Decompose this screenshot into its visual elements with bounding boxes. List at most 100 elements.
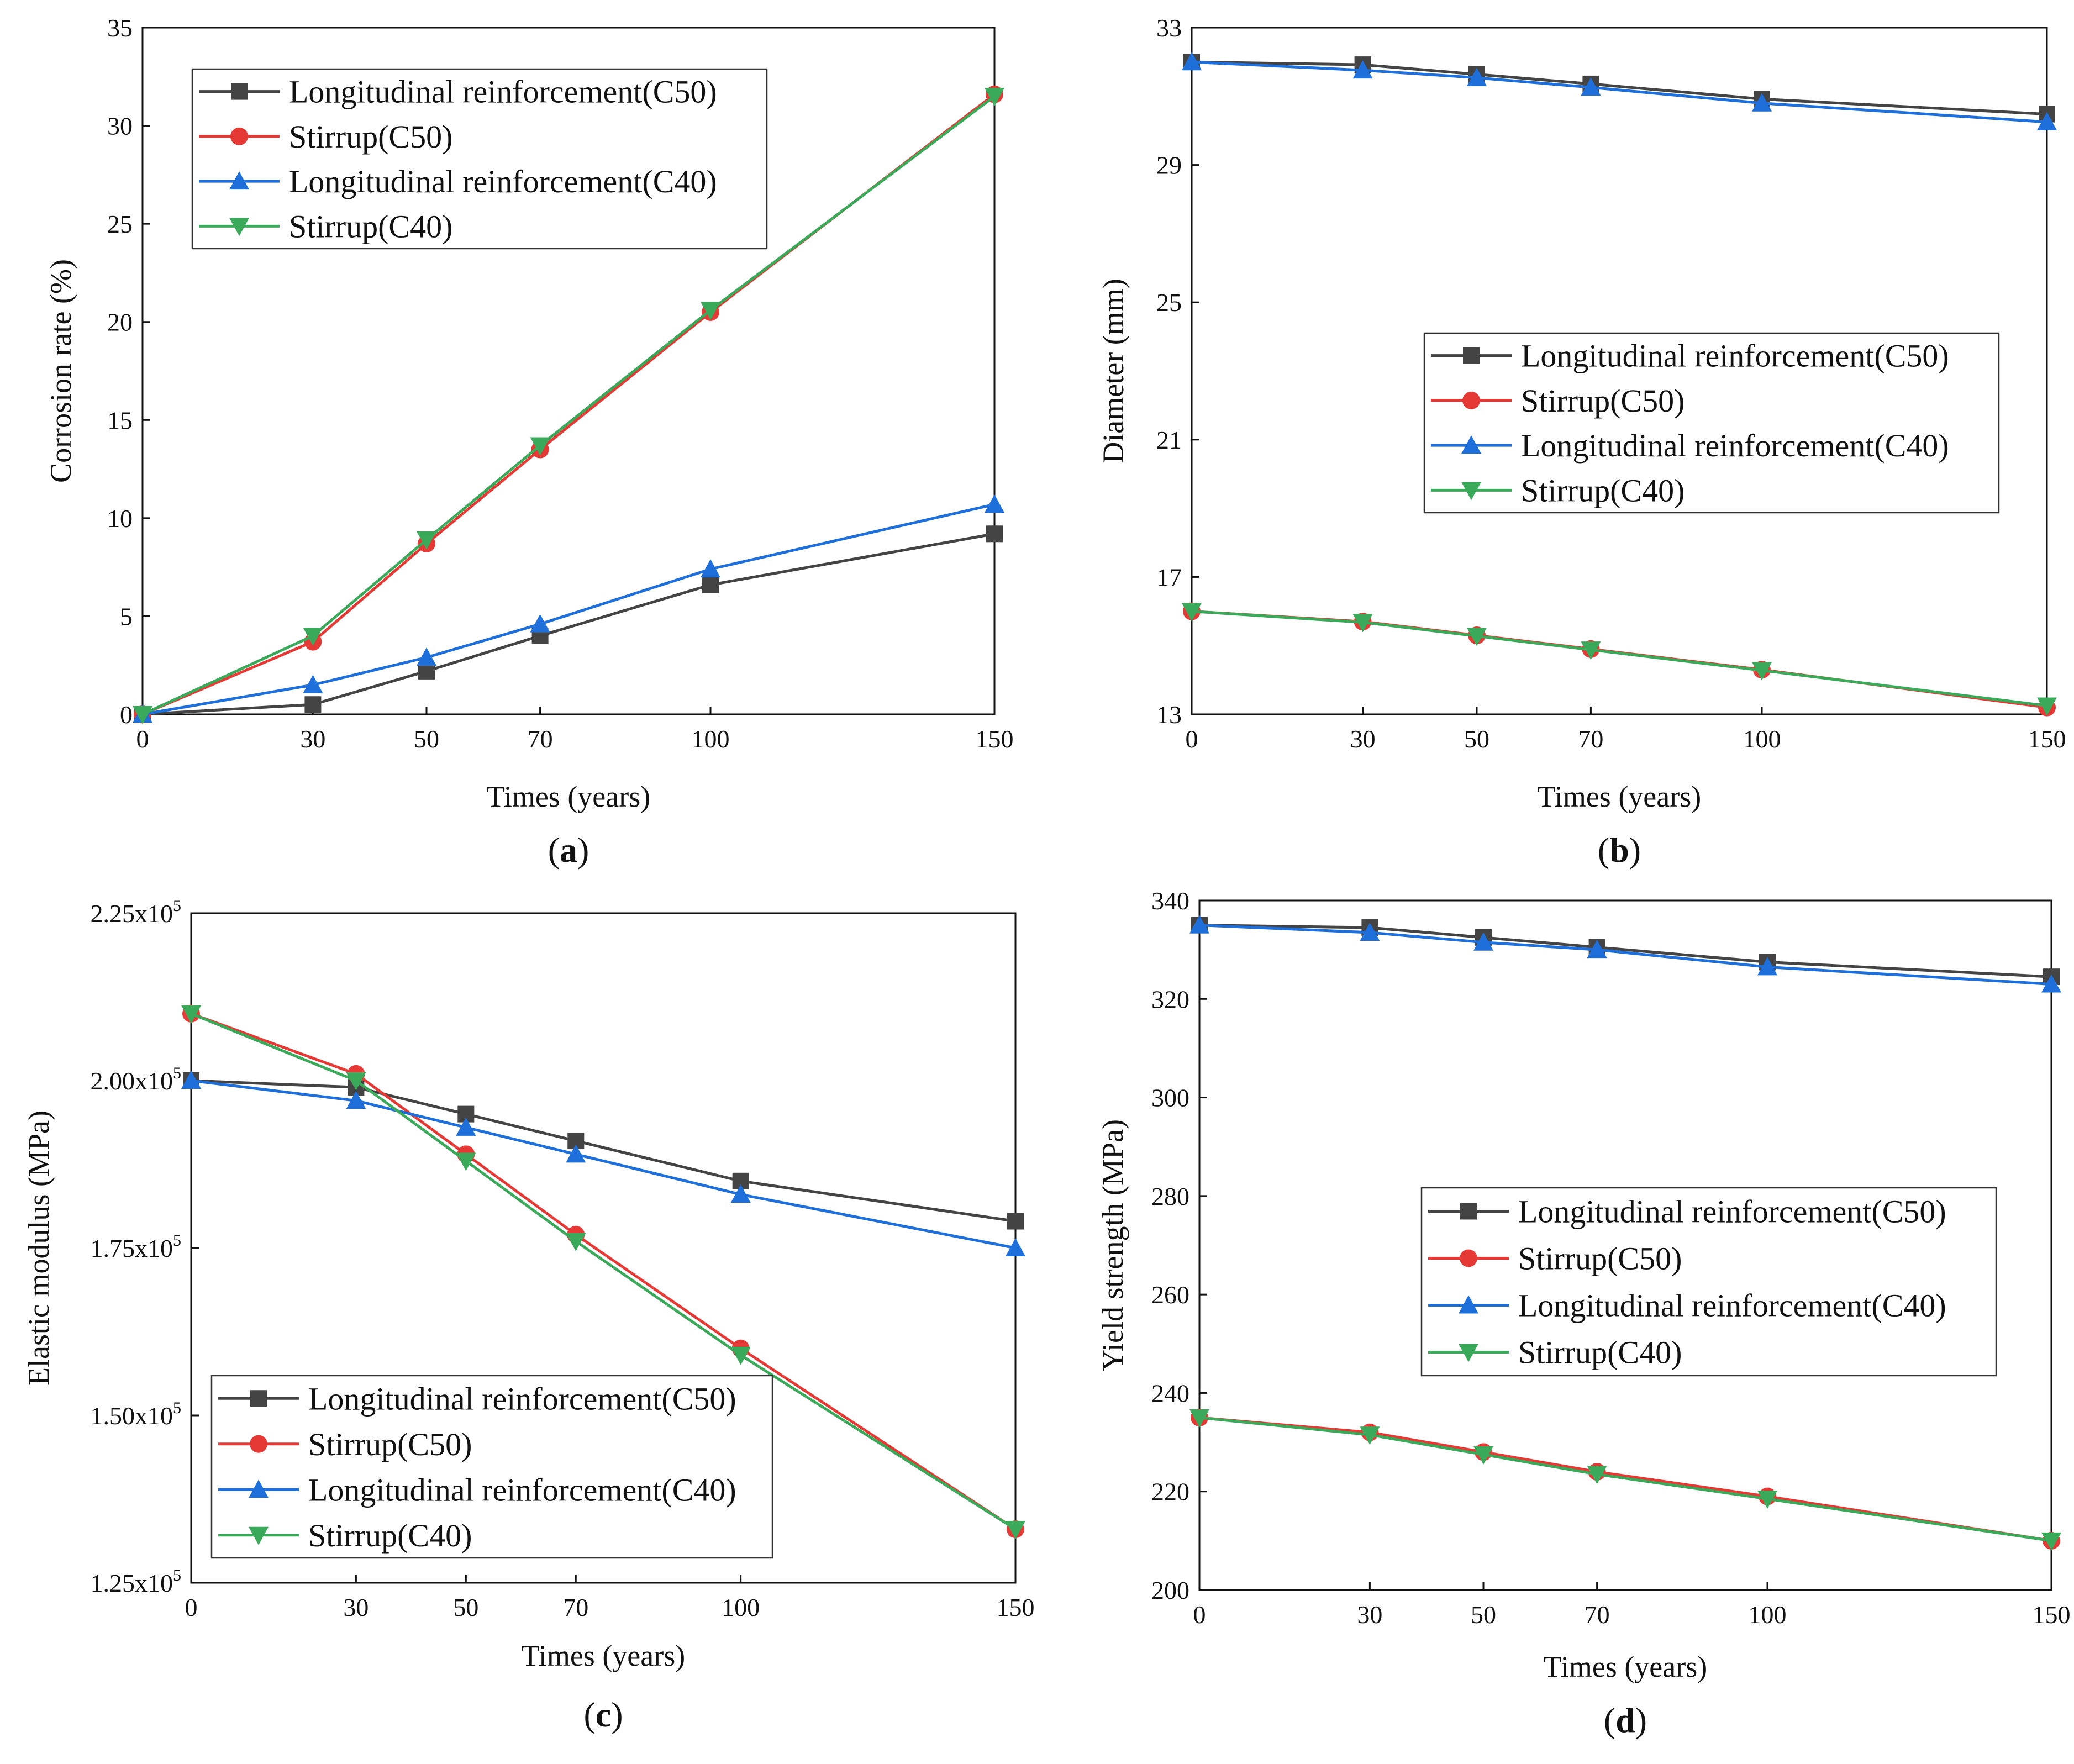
panel-a-x-tick-label: 50 [414,725,439,753]
panel-d-legend-box [1420,1187,1997,1377]
panel-c-series-3-point [730,1184,751,1203]
panel-c-x-tick-label: 70 [563,1593,588,1621]
panel-d-x-tick-label: 50 [1471,1600,1496,1629]
panel-b-series-3-line [1191,60,2047,124]
panel-c-series-3-point [181,1071,201,1089]
panel-c-legend-swatch-marker [249,1526,269,1545]
panel-d-series-1-line [1199,924,2052,978]
panel-c-series-3-line [191,1079,1016,1250]
panel-d-x-tick-label: 150 [2033,1600,2071,1629]
panel-c-series-4-point [566,1233,586,1251]
panel-c-x-axis-label: Times (years) [522,1639,685,1672]
panel-c-series-4-point [181,1005,201,1024]
panel-d-legend-swatch-marker [1460,1203,1477,1220]
panel-b: 0 30 50 70 100 150 13 17 21 25 29 33 Times (years) Di… [1097,14,2066,870]
panel-c-series-4-point [346,1072,366,1091]
panel-a-series-4-line [141,95,996,716]
panel-a-series-3-point [417,647,436,666]
panel-d-series-3-point [1189,915,1209,934]
panel-a-series-1-point [702,576,719,593]
panel-a-x-axis-label: Times (years) [487,780,650,813]
panel-b-series-3-point [1352,60,1373,79]
panel-b-series-3-point [2037,112,2057,130]
panel-c-x-tick-label: 50 [453,1593,478,1621]
panel-a-series-4-point [530,437,550,456]
panel-d-y-tick-label: 300 [1151,1084,1189,1112]
panel-a-legend-label: Stirrup(C50) [289,119,452,155]
panel-a-label: (a) [548,830,589,870]
panel-b-y-tick-label: 13 [1156,701,1182,729]
panel-a-series-4-point [133,706,152,724]
panel-c-series-4-line [191,1012,1017,1531]
panel-b-series-4-point [1752,662,1772,681]
panel-c-legend-swatch-marker [249,1479,269,1498]
panel-a: 0 30 50 70 100 150 0 5 10 15 20 25 30 35 Times (years)… [44,14,1014,870]
panel-c-y-axis-label: Elastic modulus (MPa) [22,1110,55,1386]
panel-d-label: (d) [1604,1700,1647,1740]
panel-b-series-4-point [1182,603,1202,622]
panel-b-label: (b) [1598,830,1641,870]
panel-c-legend-swatch-marker [250,1390,267,1407]
panel-d-y-axis-label: Yield strength (MPa) [1096,1119,1129,1371]
panel-a-x-tick-label: 150 [976,725,1014,753]
panel-c-y-tick-label: 1.25x105 [91,1566,182,1597]
panel-d-legend-label: Longitudinal reinforcement(C40) [1518,1288,1946,1324]
panel-a-legend-swatch-marker [229,171,249,190]
panel-c-legend-label: Stirrup(C50) [308,1426,472,1462]
panel-d-plot-frame [1198,899,2052,1591]
panel-d-series-2-line [1199,1416,2052,1542]
panel-a-y-tick-label: 0 [120,701,133,729]
panel-d: 0 30 50 70 100 150 200 220 240 260 280 300 320 340 Tim… [1096,887,2071,1740]
panel-a-legend-label: Longitudinal reinforcement(C40) [289,164,717,199]
panel-a-series-1-point [304,696,322,713]
panel-b-y-tick-label: 21 [1156,426,1182,454]
panel-d-series-3-point [1360,922,1380,941]
panel-b-series-3-point [1467,67,1487,86]
panel-c-y-tick-label: 2.00x105 [91,1064,182,1095]
panel-d-series-3-point [1757,957,1777,976]
panel-c-series-3-point [1006,1238,1025,1256]
panel-d-y-tick-label: 200 [1151,1576,1189,1604]
panel-b-plot-frame [1191,27,2048,715]
panel-d-y-tick-label: 280 [1151,1182,1189,1210]
panel-c-legend-label: Longitudinal reinforcement(C50) [308,1381,736,1417]
panel-a-y-tick-label: 25 [107,210,133,238]
panel-b-legend-label: Longitudinal reinforcement(C50) [1521,338,1949,374]
panel-d-x-tick-label: 0 [1193,1600,1206,1629]
panel-a-x-tick-label: 30 [300,725,325,753]
panel-d-y-tick-label: 320 [1151,985,1189,1013]
panel-d-series-4-point [1757,1491,1777,1509]
panel-c-series-4-point [1006,1521,1025,1540]
panel-d-legend-label: Longitudinal reinforcement(C50) [1518,1194,1946,1230]
panel-d-legend-label: Stirrup(C40) [1518,1335,1682,1371]
panel-c-legend-label: Stirrup(C40) [308,1518,472,1554]
panel-c-legend-label: Longitudinal reinforcement(C40) [308,1472,736,1508]
panel-b-x-tick-label: 30 [1350,725,1376,753]
panel-a-series-3-point [303,675,323,693]
panel-b-series-3-point [1182,52,1202,71]
panel-d-y-tick-label: 260 [1151,1281,1189,1309]
panel-c-x-tick-label: 150 [997,1593,1035,1621]
panel-d-legend-swatch-marker [1460,1249,1477,1267]
panel-d-legend-label: Stirrup(C50) [1518,1241,1682,1277]
panel-b-y-tick-label: 25 [1156,288,1182,317]
panel-b-x-tick-label: 0 [1186,725,1198,753]
panel-a-series-3-point [530,614,550,633]
panel-d-x-tick-label: 70 [1585,1600,1610,1629]
panel-d-series-4-point [2041,1532,2061,1551]
panel-d-legend-swatch-marker [1459,1295,1478,1314]
panel-b-legend-swatch-marker [1461,435,1481,454]
panel-d-x-axis-label: Times (years) [1544,1650,1707,1683]
panel-a-y-axis-label: Corrosion rate (%) [44,259,77,483]
panel-b-legend-label: Longitudinal reinforcement(C40) [1521,428,1949,464]
panel-b-x-tick-label: 100 [1743,725,1781,753]
panel-b-y-axis-label: Diameter (mm) [1097,278,1130,463]
panel-b-legend-label: Stirrup(C50) [1521,383,1685,419]
panel-a-series-3-point [701,559,720,578]
panel-c-legend-box [210,1375,773,1559]
panel-d-series-4-point [1189,1409,1209,1428]
panel-a-series-4-point [985,88,1004,107]
panel-b-y-tick-label: 33 [1156,14,1182,42]
panel-d-series-3-point [1587,940,1607,959]
